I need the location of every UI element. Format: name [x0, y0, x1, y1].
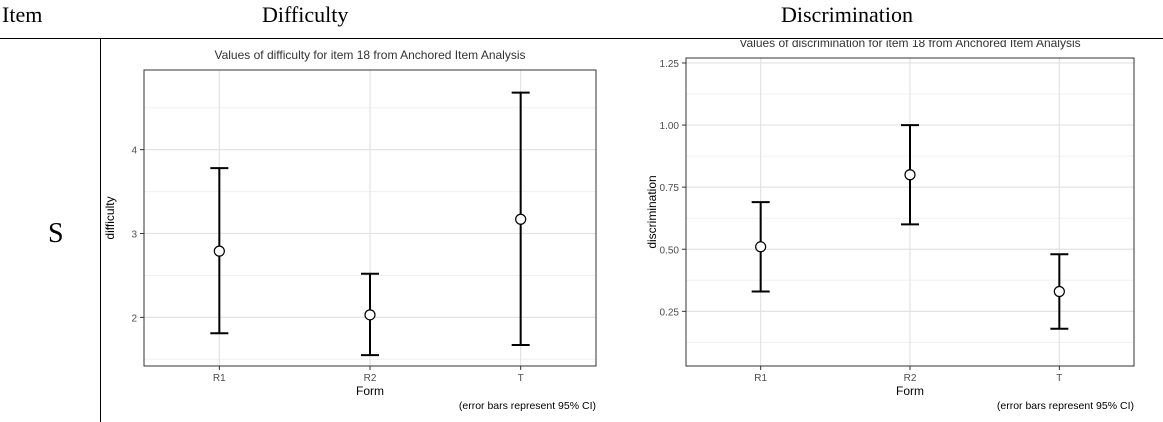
- chart-title: Values of difficulty for item 18 from An…: [214, 48, 525, 62]
- chart-title: Values of discrimination for item 18 fro…: [739, 40, 1080, 50]
- table-column-divider: [100, 38, 101, 422]
- x-tick-label: R2: [904, 373, 917, 384]
- y-tick-label: 1.00: [660, 121, 680, 132]
- chart-caption: (error bars represent 95% CI): [459, 400, 596, 412]
- x-tick-label: R2: [364, 373, 377, 384]
- y-tick-label: 1.25: [660, 59, 680, 70]
- y-axis-label: difficulty: [104, 196, 117, 239]
- header-difficulty: Difficulty: [262, 2, 349, 27]
- header-item: Item: [2, 2, 43, 27]
- y-tick-label: 2: [131, 313, 137, 324]
- table-top-rule: [0, 38, 1163, 39]
- data-point: [755, 241, 767, 253]
- y-tick-label: 0.50: [660, 245, 680, 256]
- y-tick-label: 4: [131, 146, 137, 157]
- data-point: [213, 245, 225, 257]
- y-axis-label: discrimination: [645, 175, 659, 248]
- data-point: [515, 213, 527, 225]
- x-tick-label: R1: [213, 373, 226, 384]
- data-point: [364, 309, 376, 321]
- x-tick-label: T: [1056, 373, 1062, 384]
- x-axis-label: Form: [356, 384, 384, 398]
- chart-caption: (error bars represent 95% CI): [997, 400, 1134, 412]
- y-tick-label: 0.25: [660, 307, 680, 318]
- discrimination-chart: Values of discrimination for item 18 fro…: [645, 40, 1135, 412]
- difficulty-chart: Values of difficulty for item 18 from An…: [104, 48, 597, 412]
- data-point: [904, 169, 916, 181]
- header-discrimination: Discrimination: [781, 2, 913, 27]
- y-tick-label: 0.75: [660, 183, 680, 194]
- x-tick-label: R1: [754, 373, 767, 384]
- row-label: S: [48, 218, 64, 249]
- x-axis-label: Form: [896, 384, 924, 398]
- y-tick-label: 3: [131, 230, 137, 241]
- data-point: [1053, 285, 1065, 298]
- x-tick-label: T: [518, 373, 524, 384]
